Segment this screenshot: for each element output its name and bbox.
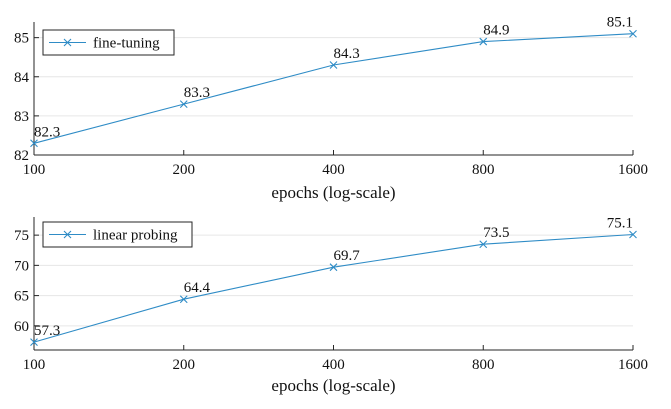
x-tick-label: 200 bbox=[173, 357, 196, 373]
x-tick-label: 100 bbox=[23, 162, 46, 178]
data-label: 75.1 bbox=[607, 216, 633, 232]
x-tick-label: 400 bbox=[322, 162, 345, 178]
data-label: 84.9 bbox=[483, 23, 509, 39]
data-point-marker bbox=[479, 240, 488, 249]
data-point-marker bbox=[30, 139, 38, 148]
x-tick-label: 200 bbox=[173, 162, 196, 178]
y-tick-label: 83 bbox=[14, 109, 29, 125]
x-tick-label: 100 bbox=[23, 357, 46, 373]
x-tick-label: 800 bbox=[472, 357, 495, 373]
data-label: 83.3 bbox=[184, 85, 210, 101]
x-tick-label: 1600 bbox=[618, 357, 648, 373]
data-point-marker bbox=[179, 295, 188, 304]
legend-label: linear probing bbox=[93, 228, 178, 244]
data-label: 84.3 bbox=[334, 46, 360, 62]
data-point-marker bbox=[30, 338, 38, 347]
data-label: 57.3 bbox=[34, 323, 60, 339]
data-label: 73.5 bbox=[483, 225, 509, 241]
fine-tuning-panel: 82 83 84 85 100 200 400 800 1600 epochs (log-scal… bbox=[14, 15, 648, 202]
y-tick-label: 85 bbox=[14, 31, 29, 47]
data-point-marker bbox=[179, 100, 188, 109]
data-point-marker bbox=[329, 61, 338, 69]
data-point-marker bbox=[479, 37, 488, 46]
data-point-marker bbox=[629, 29, 637, 38]
legend-label: fine-tuning bbox=[93, 36, 160, 52]
legend-marker bbox=[63, 230, 72, 239]
data-label: 64.4 bbox=[184, 280, 211, 296]
x-tick-label: 1600 bbox=[618, 162, 648, 178]
linear-probing-panel: 60 65 70 75 100 200 400 800 1600 epochs (log-scal… bbox=[14, 216, 648, 395]
data-point-marker bbox=[329, 263, 338, 272]
x-axis-label: epochs (log-scale) bbox=[271, 376, 395, 395]
legend-marker bbox=[63, 38, 72, 47]
y-tick-label: 65 bbox=[14, 289, 29, 305]
data-label: 85.1 bbox=[607, 15, 633, 31]
x-axis-label: epochs (log-scale) bbox=[271, 183, 395, 202]
data-label: 69.7 bbox=[334, 248, 361, 264]
y-tick-label: 84 bbox=[14, 70, 30, 86]
data-label: 82.3 bbox=[34, 124, 60, 140]
x-tick-label: 400 bbox=[322, 357, 345, 373]
y-tick-label: 70 bbox=[14, 258, 29, 274]
x-tick-label: 800 bbox=[472, 162, 495, 178]
data-point-marker bbox=[629, 230, 637, 239]
y-tick-label: 82 bbox=[14, 148, 29, 164]
y-tick-label: 60 bbox=[14, 319, 29, 335]
y-tick-label: 75 bbox=[14, 228, 29, 244]
